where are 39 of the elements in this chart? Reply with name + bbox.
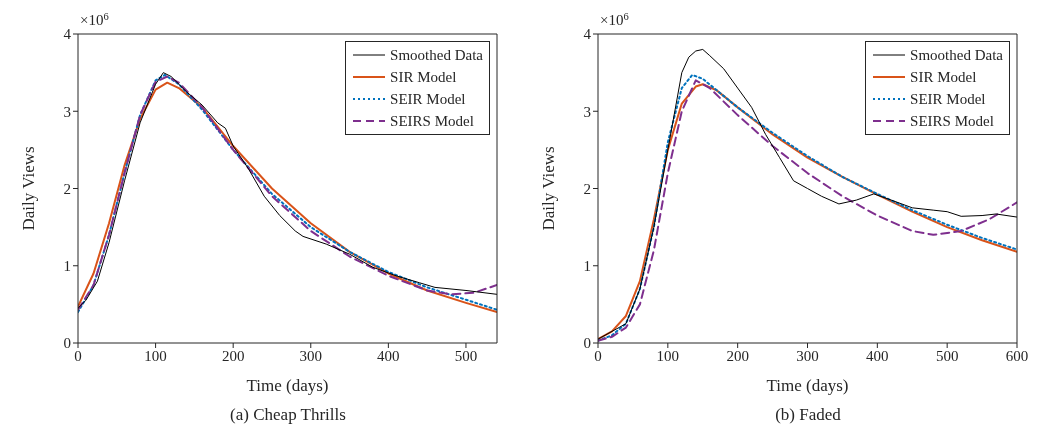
x-tick-label: 0	[594, 347, 602, 364]
y-tick-label: 1	[583, 258, 591, 275]
legend-label: SEIR Model	[390, 90, 466, 108]
y-tick-label: 0	[63, 335, 71, 352]
x-tick-label: 400	[866, 347, 889, 364]
y-tick-label: 4	[63, 26, 72, 43]
text: (a) Cheap Thrills	[229, 405, 347, 425]
legend-label: SEIRS Model	[390, 112, 474, 130]
x-axis-title: Time (days)	[766, 376, 849, 395]
legend-label: SEIRS Model	[910, 112, 994, 130]
legend-label: SIR Model	[910, 68, 977, 86]
text: (b) Faded	[774, 405, 842, 425]
x-tick-label: 500	[454, 347, 478, 364]
y-axis-title: Daily Views	[539, 146, 559, 231]
x-tick-label: 200	[221, 347, 245, 364]
legend-label: SIR Model	[390, 68, 457, 86]
y-tick-label: 1	[63, 258, 71, 275]
legend-label: SEIR Model	[910, 90, 986, 108]
x-axis-title: Time (days)	[246, 376, 329, 395]
y-axis-title: Daily Views	[19, 146, 39, 231]
legend-label: Smoothed Data	[390, 46, 483, 64]
x-tick-label: 300	[299, 347, 323, 364]
y-tick-label: 3	[63, 103, 71, 120]
x-tick-label: 500	[935, 347, 959, 364]
x-tick-label: 300	[796, 347, 819, 364]
x-tick-label: 100	[144, 347, 167, 364]
x-tick-label: 600	[1005, 347, 1029, 364]
legend-label: Smoothed Data	[910, 46, 1003, 64]
text: ×10$^{6}$	[600, 10, 629, 28]
y-tick-label: 0	[583, 335, 591, 352]
y-tick-label: 3	[583, 103, 591, 120]
x-tick-label: 400	[377, 347, 400, 364]
x-tick-label: 0	[74, 347, 82, 364]
y-tick-label: 2	[583, 180, 591, 197]
x-tick-label: 200	[726, 347, 749, 364]
text: ×10$^{6}$	[80, 10, 109, 28]
x-tick-label: 100	[656, 347, 680, 364]
y-tick-label: 2	[63, 180, 71, 197]
y-tick-label: 4	[583, 26, 592, 43]
